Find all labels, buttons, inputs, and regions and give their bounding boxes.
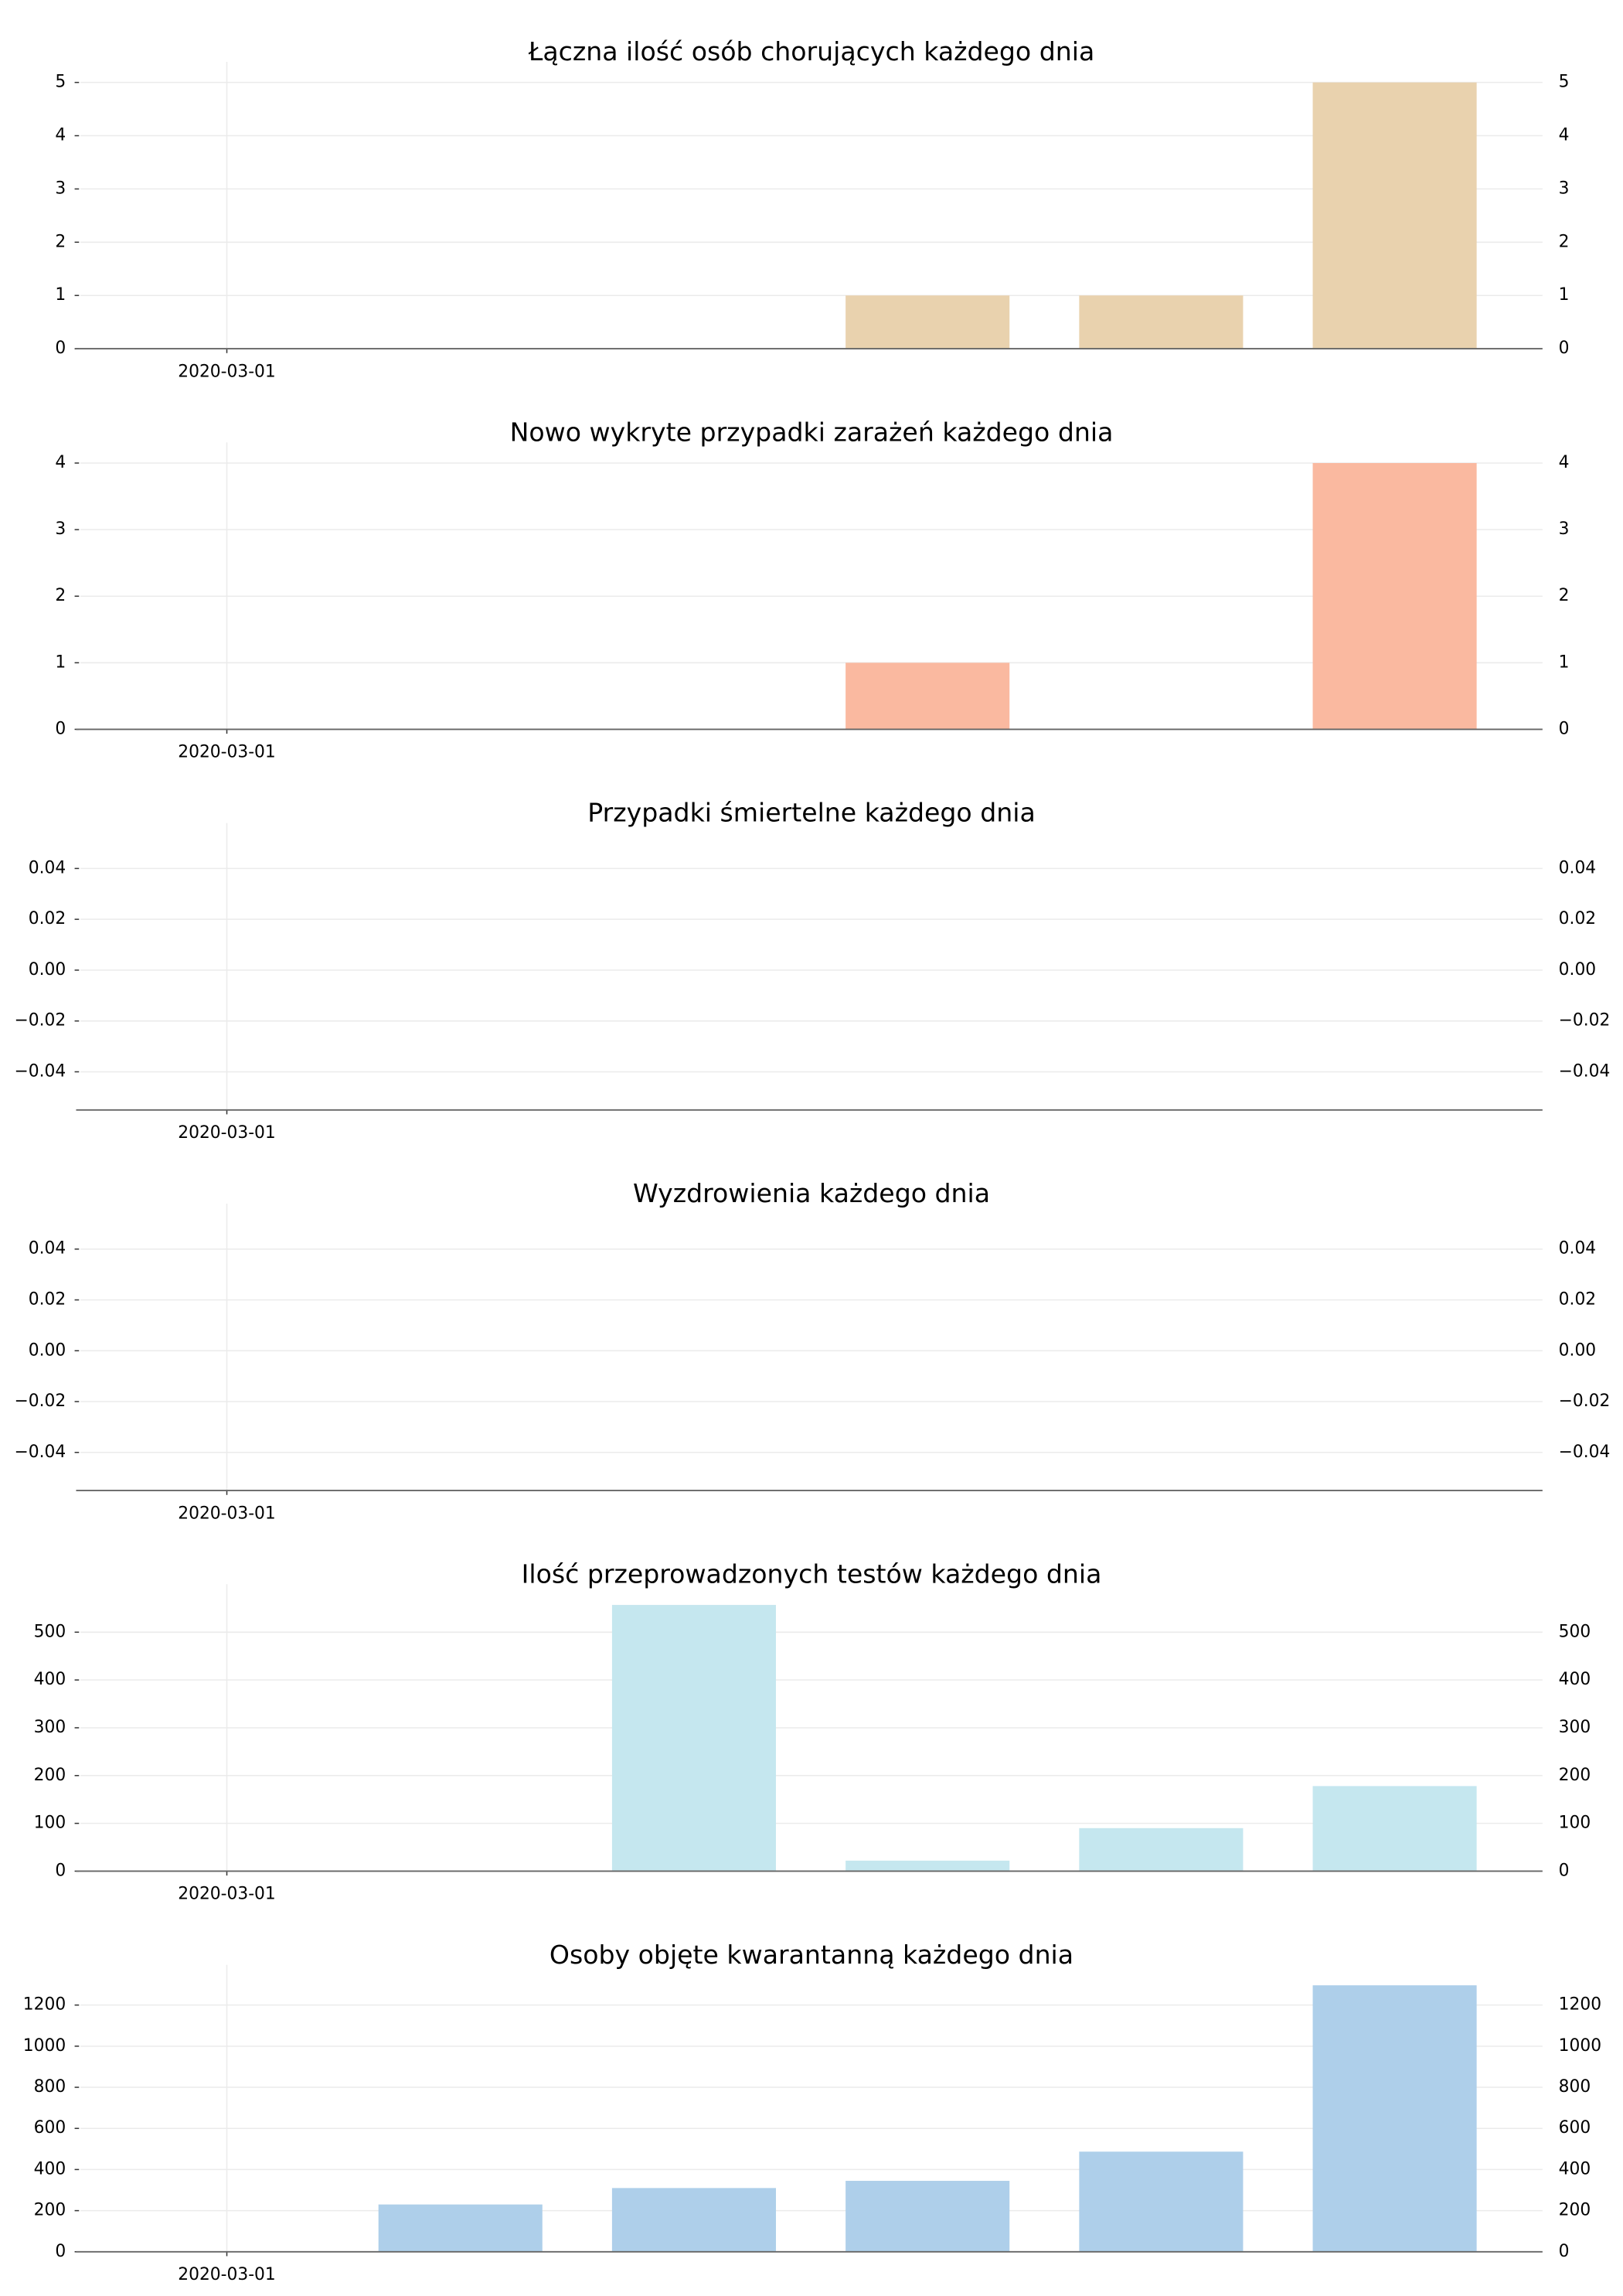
- y-tick-label-right: 600: [1559, 2118, 1591, 2138]
- y-tick-label-right: 500: [1559, 1622, 1591, 1641]
- y-tick-label-right: 0.04: [1559, 1239, 1596, 1259]
- x-tick-label: 2020-03-01: [178, 2265, 276, 2284]
- y-tick-label: 100: [34, 1814, 66, 1833]
- bar: [611, 1605, 776, 1872]
- bar: [846, 1860, 1010, 1872]
- y-tick-label-right: 200: [1559, 2201, 1591, 2220]
- y-tick-label-right: 0: [1559, 2242, 1570, 2261]
- chart-title: Ilość przeprowadzonych testów każdego dn…: [522, 1558, 1102, 1589]
- chart-title: Przypadki śmiertelne każdego dnia: [587, 798, 1036, 828]
- y-tick-label-right: 3: [1559, 519, 1570, 539]
- y-tick-label: 3: [55, 179, 66, 198]
- bar: [1312, 1985, 1477, 2252]
- y-tick-label-right: 300: [1559, 1718, 1591, 1737]
- y-tick-label: −0.04: [15, 1061, 66, 1081]
- y-tick-label-right: 2: [1559, 586, 1570, 605]
- y-tick-label: 300: [34, 1718, 66, 1737]
- y-tick-label-right: 1: [1559, 652, 1570, 672]
- bar: [846, 2181, 1010, 2252]
- chart-title: Osoby objęte kwarantanną każdego dnia: [550, 1940, 1073, 1970]
- y-tick-label: −0.02: [15, 1011, 66, 1030]
- y-tick-label-right: 1: [1559, 285, 1570, 305]
- y-tick-label: 4: [55, 453, 66, 472]
- y-tick-label: 1000: [23, 2036, 66, 2056]
- y-tick-label-right: 4: [1559, 453, 1570, 472]
- chart-title: Wyzdrowienia każdego dnia: [633, 1178, 990, 1208]
- y-tick-label: 4: [55, 126, 66, 145]
- y-tick-label: 0.02: [29, 1290, 66, 1310]
- y-tick-label-right: 800: [1559, 2077, 1591, 2097]
- y-tick-label-right: 0.02: [1559, 909, 1596, 928]
- y-tick-label-right: 100: [1559, 1814, 1591, 1833]
- y-tick-label-right: 0: [1559, 719, 1570, 738]
- y-tick-label: 0: [55, 719, 66, 738]
- y-tick-label-right: 0: [1559, 1861, 1570, 1880]
- y-tick-label: 3: [55, 519, 66, 539]
- y-tick-label-right: 1000: [1559, 2036, 1601, 2056]
- y-tick-label: 1200: [23, 1995, 66, 2015]
- bar: [1079, 2151, 1244, 2252]
- y-tick-label-right: 0: [1559, 339, 1570, 358]
- y-tick-label-right: −0.04: [1559, 1443, 1611, 1462]
- y-tick-label-right: 0.00: [1559, 960, 1596, 979]
- y-tick-label-right: −0.02: [1559, 1011, 1611, 1030]
- y-tick-label: 5: [55, 73, 66, 92]
- x-tick-label: 2020-03-01: [178, 1504, 276, 1523]
- y-tick-label-right: 400: [1559, 2159, 1591, 2178]
- y-tick-label: 0.04: [29, 1239, 66, 1259]
- y-tick-label: 2: [55, 586, 66, 605]
- chart-title: Łączna ilość osób chorujących każdego dn…: [528, 36, 1095, 66]
- y-tick-label: 0: [55, 2242, 66, 2261]
- y-tick-label: 200: [34, 2201, 66, 2220]
- y-tick-label: 0: [55, 339, 66, 358]
- y-tick-label: 0.04: [29, 858, 66, 877]
- x-tick-label: 2020-03-01: [178, 362, 276, 381]
- y-tick-label: −0.04: [15, 1443, 66, 1462]
- y-tick-label-right: −0.04: [1559, 1061, 1611, 1081]
- y-tick-label-right: 5: [1559, 73, 1570, 92]
- y-tick-label-right: 4: [1559, 126, 1570, 145]
- bar: [1312, 462, 1477, 730]
- chart-title: Nowo wykryte przypadki zarażeń każdego d…: [510, 417, 1114, 447]
- y-tick-label-right: −0.02: [1559, 1392, 1611, 1411]
- y-tick-label: 2: [55, 232, 66, 251]
- y-tick-label: 0.02: [29, 909, 66, 928]
- y-tick-label: 0.00: [29, 960, 66, 979]
- bar: [611, 2188, 776, 2252]
- y-tick-label: 400: [34, 1670, 66, 1689]
- bar: [846, 295, 1010, 349]
- bar: [1312, 1786, 1477, 1872]
- y-tick-label-right: 400: [1559, 1670, 1591, 1689]
- y-tick-label: 200: [34, 1766, 66, 1785]
- bar: [1312, 82, 1477, 349]
- bar: [378, 2204, 543, 2252]
- y-tick-label-right: 3: [1559, 179, 1570, 198]
- y-tick-label-right: 0.02: [1559, 1290, 1596, 1310]
- y-tick-label: 600: [34, 2118, 66, 2138]
- bar: [1079, 1828, 1244, 1872]
- x-tick-label: 2020-03-01: [178, 743, 276, 762]
- y-tick-label: −0.02: [15, 1392, 66, 1411]
- bar: [1079, 295, 1244, 349]
- bar: [846, 663, 1010, 730]
- x-tick-label: 2020-03-01: [178, 1885, 276, 1904]
- y-tick-label-right: 0.00: [1559, 1340, 1596, 1360]
- y-tick-label: 500: [34, 1622, 66, 1641]
- y-tick-label: 0: [55, 1861, 66, 1880]
- y-tick-label-right: 1200: [1559, 1995, 1601, 2015]
- y-tick-label: 400: [34, 2159, 66, 2178]
- x-tick-label: 2020-03-01: [178, 1123, 276, 1143]
- y-tick-label-right: 200: [1559, 1766, 1591, 1785]
- y-tick-label: 1: [55, 652, 66, 672]
- y-tick-label: 0.00: [29, 1340, 66, 1360]
- y-tick-label-right: 0.04: [1559, 858, 1596, 877]
- y-tick-label: 800: [34, 2077, 66, 2097]
- y-tick-label-right: 2: [1559, 232, 1570, 251]
- y-tick-label: 1: [55, 285, 66, 305]
